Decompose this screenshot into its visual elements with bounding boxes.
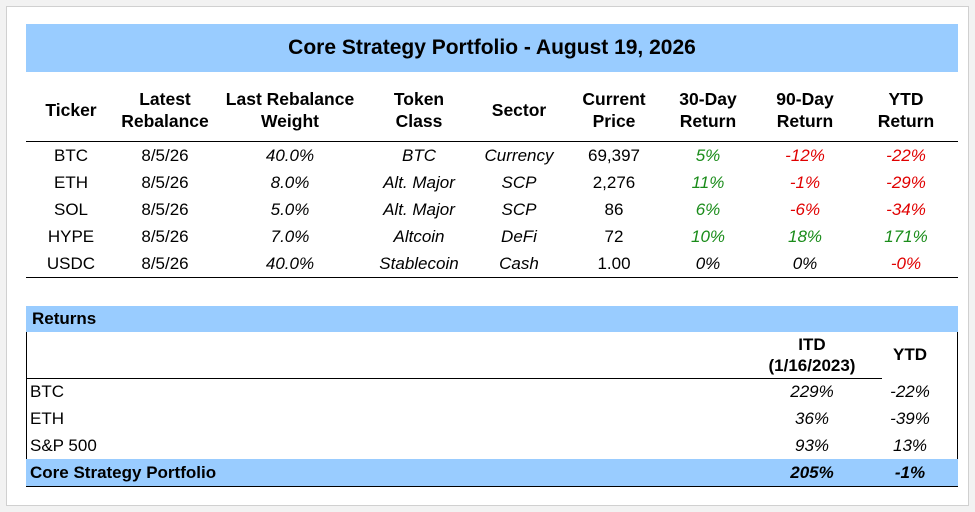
col-current-price: Current Price — [582, 89, 646, 131]
col-ytd-return: YTD Return — [877, 89, 935, 131]
cell-return-90d: -12% — [785, 145, 825, 165]
cell-token-class: Altcoin — [393, 226, 445, 246]
table-row: BTC 8/5/26 40.0% BTC Currency 69,397 5% … — [26, 142, 958, 169]
col-token-class: Token Class — [393, 89, 445, 131]
cell-ticker: HYPE — [47, 226, 95, 246]
returns-row: S&P 500 93% 13% — [26, 432, 958, 459]
cell-rebalance: 8/5/26 — [141, 172, 189, 192]
returns-ytd-value: -1% — [894, 462, 926, 482]
cell-weight: 40.0% — [265, 253, 315, 273]
table-row: ETH 8/5/26 8.0% Alt. Major SCP 2,276 11%… — [26, 169, 958, 196]
holdings-rows: BTC 8/5/26 40.0% BTC Currency 69,397 5% … — [26, 142, 958, 277]
cell-rebalance: 8/5/26 — [141, 253, 189, 273]
returns-box — [26, 332, 958, 487]
returns-row-label: Core Strategy Portfolio — [30, 462, 217, 482]
cell-price: 86 — [604, 199, 624, 219]
returns-itd-value: 205% — [790, 462, 834, 482]
cell-sector: SCP — [501, 172, 537, 192]
returns-title: Returns — [32, 309, 97, 328]
cell-return-90d: 18% — [787, 226, 823, 246]
table-row: SOL 8/5/26 5.0% Alt. Major SCP 86 6% -6%… — [26, 196, 958, 223]
returns-header: ITD (1/16/2023) YTD — [26, 334, 958, 378]
returns-title-bar: Returns — [26, 306, 958, 332]
returns-itd-value: 36% — [794, 408, 830, 428]
returns-itd-value: 93% — [794, 435, 830, 455]
col-sector: Sector — [491, 100, 547, 120]
cell-rebalance: 8/5/26 — [141, 199, 189, 219]
col-ytd: YTD — [893, 345, 927, 364]
cell-price: 2,276 — [592, 172, 636, 192]
col-ticker: Ticker — [45, 100, 97, 120]
cell-price: 69,397 — [588, 145, 640, 165]
cell-weight: 5.0% — [270, 199, 310, 219]
cell-token-class: Stablecoin — [379, 253, 459, 273]
cell-return-ytd: 171% — [884, 226, 928, 246]
returns-ytd-value: -22% — [890, 381, 930, 401]
returns-header-rule — [26, 378, 882, 379]
cell-return-ytd: -0% — [890, 253, 922, 273]
cell-ticker: BTC — [54, 145, 88, 165]
cell-sector: Cash — [499, 253, 539, 273]
table-row: HYPE 8/5/26 7.0% Altcoin DeFi 72 10% 18%… — [26, 223, 958, 250]
cell-rebalance: 8/5/26 — [141, 226, 189, 246]
cell-price: 1.00 — [597, 253, 631, 273]
cell-price: 72 — [604, 226, 624, 246]
col-weight: Last Rebalance Weight — [225, 89, 355, 131]
returns-row-label: ETH — [30, 408, 64, 428]
cell-return-30d: 0% — [695, 253, 721, 273]
cell-weight: 7.0% — [270, 226, 310, 246]
cell-return-30d: 10% — [690, 226, 726, 246]
cell-token-class: BTC — [402, 145, 436, 165]
cell-return-90d: -1% — [789, 172, 821, 192]
returns-rows: BTC 229% -22% ETH 36% -39% S&P 500 93% 1… — [26, 378, 958, 486]
col-latest-rebalance: Latest Rebalance — [121, 89, 209, 131]
returns-ytd-value: 13% — [892, 435, 928, 455]
cell-return-30d: 6% — [695, 199, 721, 219]
col-itd: ITD (1/16/2023) — [768, 335, 856, 375]
returns-row-portfolio: Core Strategy Portfolio 205% -1% — [26, 459, 958, 486]
returns-itd-value: 229% — [790, 381, 834, 401]
cell-return-30d: 5% — [695, 145, 721, 165]
returns-row: BTC 229% -22% — [26, 378, 958, 405]
cell-return-90d: -6% — [789, 199, 821, 219]
header-rule — [26, 141, 958, 142]
cell-token-class: Alt. Major — [383, 199, 455, 219]
col-90day-return: 90-Day Return — [776, 89, 834, 131]
cell-ticker: USDC — [46, 253, 96, 273]
cell-token-class: Alt. Major — [383, 172, 455, 192]
page-title: Core Strategy Portfolio - August 19, 202… — [26, 24, 958, 72]
returns-row-label: BTC — [30, 381, 64, 401]
report-frame — [6, 6, 969, 506]
returns-row: ETH 36% -39% — [26, 405, 958, 432]
cell-sector: SCP — [501, 199, 537, 219]
returns-row-label: S&P 500 — [30, 435, 97, 455]
cell-return-ytd: -34% — [886, 199, 926, 219]
cell-return-90d: 0% — [792, 253, 818, 273]
cell-return-ytd: -22% — [886, 145, 926, 165]
cell-return-ytd: -29% — [886, 172, 926, 192]
cell-ticker: ETH — [54, 172, 88, 192]
cell-ticker: SOL — [53, 199, 89, 219]
col-30day-return: 30-Day Return — [679, 89, 737, 131]
cell-return-30d: 11% — [691, 172, 725, 192]
holdings-header: Ticker Latest Rebalance Last Rebalance Wei… — [26, 80, 958, 140]
cell-rebalance: 8/5/26 — [141, 145, 189, 165]
table-row: USDC 8/5/26 40.0% Stablecoin Cash 1.00 0… — [26, 250, 958, 277]
cell-sector: Currency — [484, 145, 554, 165]
cell-weight: 8.0% — [270, 172, 310, 192]
returns-ytd-value: -39% — [890, 408, 930, 428]
cell-weight: 40.0% — [265, 145, 315, 165]
cell-sector: DeFi — [501, 226, 537, 246]
table-bottom-rule — [26, 277, 958, 278]
